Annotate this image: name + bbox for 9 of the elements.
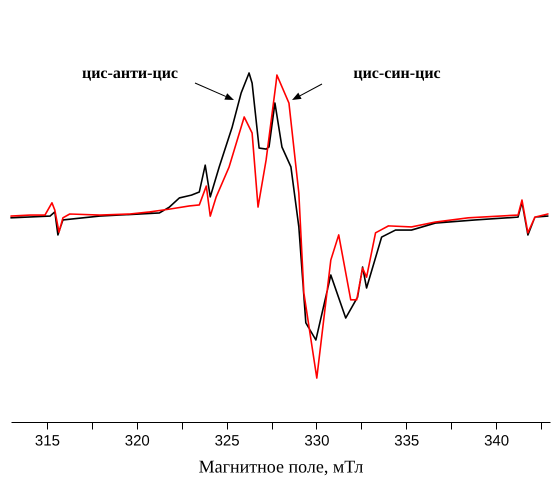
x-tick-label: 320	[124, 432, 150, 450]
x-tick-label: 315	[34, 432, 60, 450]
x-tick-label: 325	[214, 432, 240, 450]
x-tick-label: 335	[394, 432, 420, 450]
x-axis-title: Магнитное поле, мТл	[198, 456, 364, 476]
annotation: цис-анти-цис	[82, 65, 178, 82]
x-tick-label: 340	[484, 432, 510, 450]
annotation: цис-син-цис	[353, 65, 441, 82]
x-tick-label: 330	[304, 432, 330, 450]
